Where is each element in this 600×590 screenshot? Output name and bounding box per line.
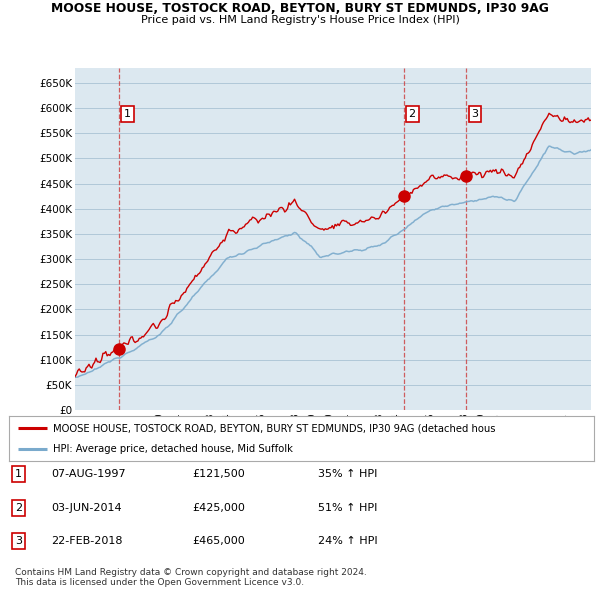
Text: 1: 1: [15, 469, 22, 479]
Text: 2: 2: [409, 109, 416, 119]
Text: 3: 3: [472, 109, 478, 119]
Text: 03-JUN-2014: 03-JUN-2014: [51, 503, 122, 513]
Text: 51% ↑ HPI: 51% ↑ HPI: [318, 503, 377, 513]
Text: Price paid vs. HM Land Registry's House Price Index (HPI): Price paid vs. HM Land Registry's House …: [140, 15, 460, 25]
Text: £465,000: £465,000: [192, 536, 245, 546]
Text: MOOSE HOUSE, TOSTOCK ROAD, BEYTON, BURY ST EDMUNDS, IP30 9AG: MOOSE HOUSE, TOSTOCK ROAD, BEYTON, BURY …: [51, 2, 549, 15]
Text: 1: 1: [124, 109, 131, 119]
Text: 3: 3: [15, 536, 22, 546]
Text: 07-AUG-1997: 07-AUG-1997: [51, 469, 125, 479]
Text: Contains HM Land Registry data © Crown copyright and database right 2024.
This d: Contains HM Land Registry data © Crown c…: [15, 568, 367, 587]
Text: HPI: Average price, detached house, Mid Suffolk: HPI: Average price, detached house, Mid …: [53, 444, 293, 454]
Text: 35% ↑ HPI: 35% ↑ HPI: [318, 469, 377, 479]
Text: 2: 2: [15, 503, 22, 513]
Text: MOOSE HOUSE, TOSTOCK ROAD, BEYTON, BURY ST EDMUNDS, IP30 9AG (detached hous: MOOSE HOUSE, TOSTOCK ROAD, BEYTON, BURY …: [53, 423, 496, 433]
Text: £425,000: £425,000: [192, 503, 245, 513]
Text: 22-FEB-2018: 22-FEB-2018: [51, 536, 122, 546]
Text: £121,500: £121,500: [192, 469, 245, 479]
Text: 24% ↑ HPI: 24% ↑ HPI: [318, 536, 377, 546]
